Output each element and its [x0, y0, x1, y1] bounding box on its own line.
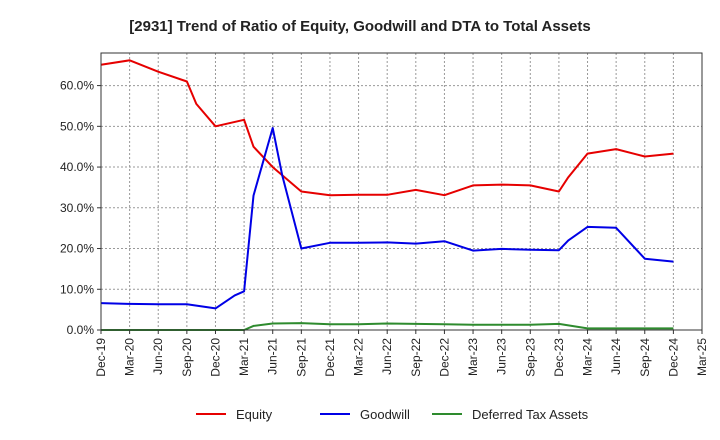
x-tick-label: Mar-25 [695, 338, 709, 376]
legend-label-deferred-tax-assets: Deferred Tax Assets [472, 407, 589, 422]
x-tick-label: Dec-23 [552, 338, 566, 377]
x-tick-label: Mar-23 [466, 338, 480, 376]
legend-label-goodwill: Goodwill [360, 407, 410, 422]
x-tick-label: Mar-21 [237, 338, 251, 376]
x-tick-label: Jun-21 [266, 338, 280, 375]
x-tick-label: Dec-20 [208, 338, 222, 377]
x-tick-label: Dec-21 [323, 338, 337, 377]
y-tick-label: 20.0% [60, 242, 94, 256]
series-line-goodwill [100, 127, 674, 310]
x-tick-label: Mar-20 [123, 338, 137, 376]
x-tick-label: Sep-23 [523, 338, 537, 377]
x-tick-label: Sep-24 [638, 338, 652, 377]
chart-title: [2931] Trend of Ratio of Equity, Goodwil… [129, 18, 590, 35]
x-tick-label: Jun-20 [151, 338, 165, 375]
y-tick-label: 50.0% [60, 119, 94, 133]
grid [100, 53, 703, 331]
x-tick-label: Dec-19 [94, 338, 108, 377]
x-tick-label: Sep-22 [409, 338, 423, 377]
x-tick-label: Sep-20 [180, 338, 194, 377]
x-tick-label: Dec-24 [666, 338, 680, 377]
y-tick-label: 0.0% [67, 323, 95, 337]
y-axis-ticks: 0.0% 10.0% 20.0% 30.0% 40.0% 50.0% 60.0% [60, 79, 101, 337]
x-tick-label: Sep-21 [294, 338, 308, 377]
x-tick-label: Mar-24 [581, 338, 595, 376]
x-tick-label: Mar-22 [352, 338, 366, 376]
legend-label-equity: Equity [236, 407, 273, 422]
legend: Equity Goodwill Deferred Tax Assets [196, 407, 589, 422]
x-tick-label: Jun-24 [609, 338, 623, 375]
y-tick-label: 10.0% [60, 282, 94, 296]
series-line-equity [100, 59, 674, 197]
plot-area-frame [100, 52, 703, 331]
x-axis-ticks: Dec-19 Mar-20 Jun-20 Sep-20 Dec-20 Mar-21 Jun-… [94, 330, 709, 377]
x-tick-label: Jun-23 [495, 338, 509, 375]
y-tick-label: 60.0% [60, 79, 94, 93]
y-tick-label: 40.0% [60, 160, 94, 174]
x-tick-label: Dec-22 [437, 338, 451, 377]
y-tick-label: 30.0% [60, 201, 94, 215]
x-tick-label: Jun-22 [380, 338, 394, 375]
